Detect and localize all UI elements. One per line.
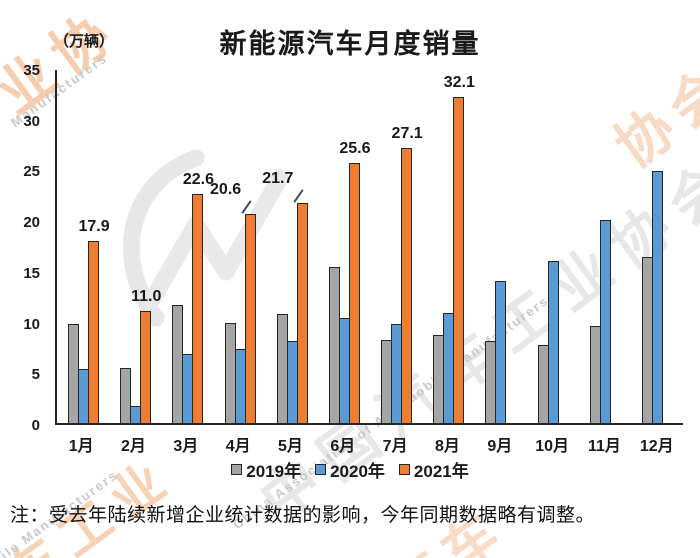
bar-2021年-2月 xyxy=(140,311,152,423)
y-tick-label: 15 xyxy=(23,264,40,282)
bar-2021年-4月 xyxy=(244,214,256,423)
bar-2020年-11月 xyxy=(599,220,611,423)
legend-label: 2020年 xyxy=(330,462,385,481)
x-tick-label: 4月 xyxy=(225,438,251,455)
bar-2020年-9月 xyxy=(495,281,507,423)
data-label: 11.0 xyxy=(131,288,162,306)
bar-2020年-10月 xyxy=(547,260,559,423)
legend-label: 2019年 xyxy=(246,462,302,481)
data-label: 25.6 xyxy=(339,140,371,158)
data-label: 17.9 xyxy=(78,218,110,236)
x-tick-label: 8月 xyxy=(435,438,460,455)
bar-group-10月 xyxy=(527,70,579,423)
bar-group-7月: 27.1 xyxy=(370,70,423,423)
bar-group-9月 xyxy=(474,70,526,423)
bar-group-12月 xyxy=(631,70,683,423)
y-axis-unit-label: （万辆） xyxy=(54,33,115,50)
bar-2021年-3月 xyxy=(192,193,204,423)
x-tick-label: 7月 xyxy=(382,438,408,455)
y-tick-label: 10 xyxy=(23,315,40,333)
chart-title: 新能源汽车月度销量 xyxy=(219,29,481,59)
data-label: 21.7 xyxy=(262,169,294,187)
data-label: 22.6 xyxy=(182,170,214,188)
x-tick-label: 6月 xyxy=(330,438,356,455)
bar-2021年-8月 xyxy=(453,97,465,423)
bar-group-8月: 32.1 xyxy=(422,70,475,423)
x-tick-label: 10月 xyxy=(535,438,570,455)
label-leader-line xyxy=(293,189,304,203)
x-tick-label: 9月 xyxy=(487,438,513,455)
x-tick-label: 2月 xyxy=(121,438,146,455)
y-tick-label: 35 xyxy=(23,62,40,79)
bar-2021年-7月 xyxy=(401,148,413,423)
x-axis: 1月 2月 3月 4月 5月 6月 7月 8月 9月 10月 11月 12月 xyxy=(55,432,683,456)
y-tick-label: 0 xyxy=(31,417,40,434)
data-label: 32.1 xyxy=(443,74,475,92)
x-tick-label: 5月 xyxy=(278,438,303,455)
bar-group-5月: 21.7 xyxy=(262,70,318,423)
bar-group-3月: 22.6 xyxy=(161,70,214,423)
y-tick-label: 30 xyxy=(23,112,40,130)
bar-2021年-6月 xyxy=(348,163,360,423)
bar-group-1月: 17.9 xyxy=(57,70,110,423)
bar-2019年-2月 xyxy=(120,368,132,423)
bar-2021年-1月 xyxy=(88,241,100,423)
data-label: 20.6 xyxy=(210,181,242,199)
x-tick-label: 11月 xyxy=(587,438,621,455)
bar-group-4月: 20.6 xyxy=(210,70,266,423)
bar-group-6月: 25.6 xyxy=(318,70,371,423)
bar-2021年-5月 xyxy=(296,202,308,423)
y-tick-label: 20 xyxy=(23,214,40,232)
bar-2021年-12月 xyxy=(662,421,673,423)
y-tick-label: 5 xyxy=(31,366,40,384)
chart-legend: 2019年 2020年 2021年 xyxy=(0,457,700,482)
legend-swatch xyxy=(398,464,410,475)
legend-item-2020年: 2020年 xyxy=(315,457,385,482)
x-tick-label: 1月 xyxy=(68,438,94,455)
bar-2021年-10月 xyxy=(558,421,569,423)
legend-item-2021年: 2021年 xyxy=(398,457,469,482)
legend-swatch xyxy=(231,464,243,475)
footnote: 注：受去年陆续新增企业统计数据的影响，今年同期数据略有调整。 xyxy=(10,505,596,526)
data-label: 27.1 xyxy=(391,125,423,143)
bar-group-11月 xyxy=(579,70,631,423)
legend-label: 2021年 xyxy=(413,462,469,481)
legend-item-2019年: 2019年 xyxy=(231,457,301,482)
bar-2021年-11月 xyxy=(610,421,621,423)
label-leader-line xyxy=(240,200,252,214)
bar-group-2月: 11.0 xyxy=(109,70,161,423)
x-tick-label: 3月 xyxy=(173,438,199,455)
bar-2020年-12月 xyxy=(651,171,663,423)
legend-swatch xyxy=(315,464,327,475)
x-tick-label: 12月 xyxy=(639,438,674,455)
bar-2021年-9月 xyxy=(505,421,516,423)
y-axis: 0 5 10 15 20 25 30 35 xyxy=(0,63,48,433)
plot-area: 17.9 11.0 22.6 20.6 21.7 25.6 27.1 32.1 xyxy=(55,70,683,425)
y-tick-label: 25 xyxy=(23,163,40,181)
